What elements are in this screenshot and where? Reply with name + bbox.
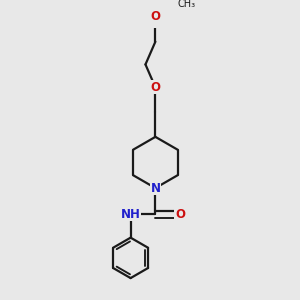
Text: O: O (175, 208, 185, 220)
Text: O: O (150, 11, 161, 23)
Text: N: N (150, 182, 161, 195)
Text: NH: NH (121, 208, 140, 220)
Text: CH₃: CH₃ (178, 0, 196, 10)
Text: O: O (150, 81, 161, 94)
